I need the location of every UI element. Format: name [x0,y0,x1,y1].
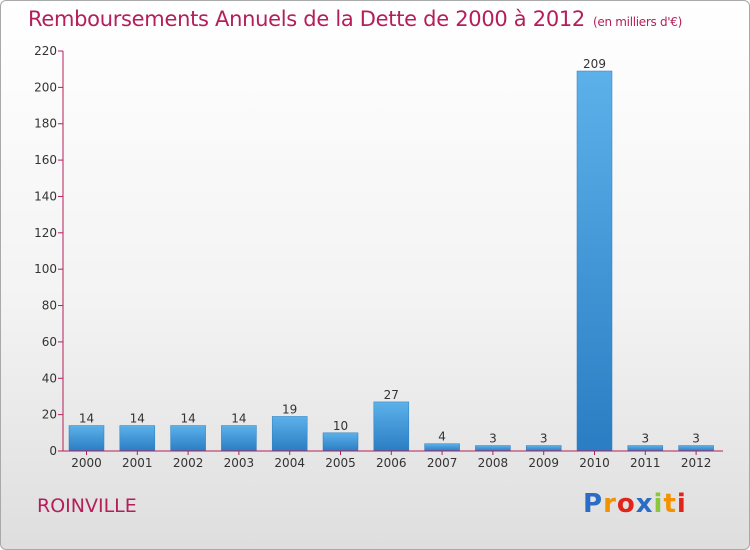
y-tick-label: 180 [34,117,57,131]
x-axis: 2000 2001 2002 2003 2004 2005 2006 2007 2008 2009… [63,450,723,470]
x-tick-label: 2005 [325,456,356,470]
commune-name: ROINVILLE [37,495,137,517]
logo-letter: x [635,489,654,519]
bar [373,401,410,452]
data-label: 14 [130,412,145,426]
bar [322,432,359,452]
y-tick-label: 160 [34,153,57,167]
y-axis: 0 20 40 60 80 100 120 140 160 180 200 220 [34,44,64,458]
y-tick-label: 40 [42,371,57,385]
x-tick-label: 2010 [579,456,610,470]
x-tick-label: 2006 [376,456,407,470]
data-label: 14 [79,412,94,426]
x-tick-label: 2000 [71,456,102,470]
y-tick-label: 100 [34,262,57,276]
bar [627,445,664,452]
data-label: 3 [641,432,649,446]
bar [678,445,714,452]
bar [221,425,257,452]
logo-letter: i [653,489,664,519]
y-tick-label: 140 [34,189,57,203]
logo-letter: o [616,489,636,519]
x-tick-label: 2003 [224,456,255,470]
data-label: 10 [333,419,348,433]
chart-title: Remboursements Annuels de la Dette de 20… [28,7,682,31]
y-tick-label: 200 [34,80,57,94]
x-tick-label: 2002 [173,456,204,470]
x-tick-label: 2012 [681,456,712,470]
x-tick-label: 2008 [478,456,509,470]
logo-letter: P [583,489,604,519]
y-tick-label: 120 [34,226,57,240]
y-tick-label: 80 [42,299,57,313]
bar [170,425,206,452]
logo-letter: t [663,489,677,519]
bar [271,416,308,452]
data-label: 27 [384,388,399,402]
data-label: 3 [692,432,700,446]
y-tick-label: 0 [49,444,57,458]
data-label: 14 [231,412,246,426]
y-tick-label: 220 [34,44,57,58]
title-text: Remboursements Annuels de la Dette de 20… [28,7,585,31]
data-label: 4 [438,430,446,444]
chart-subtitle: (en milliers d'€) [593,15,683,29]
logo-letter: i [676,489,687,519]
x-tick-label: 2007 [427,456,458,470]
bar [475,445,511,452]
data-label: 3 [489,432,497,446]
bar [68,425,105,452]
x-tick-label: 2011 [630,456,661,470]
data-label: 14 [180,412,195,426]
data-label: 19 [282,402,297,416]
bar [424,443,460,452]
bars: 14 14 14 14 19 10 27 4 3 3 209 3 3 [68,57,714,452]
proxiti-logo: Proxiti [583,489,687,519]
data-label: 3 [540,432,548,446]
x-tick-label: 2004 [274,456,305,470]
x-tick-label: 2001 [122,456,153,470]
data-label: 209 [583,57,606,71]
bar [119,425,156,452]
y-tick-label: 20 [42,408,57,422]
bar [576,70,613,452]
y-tick-label: 60 [42,335,57,349]
x-tick-label: 2009 [528,456,559,470]
logo-letter: r [603,489,617,519]
bar [525,445,562,452]
